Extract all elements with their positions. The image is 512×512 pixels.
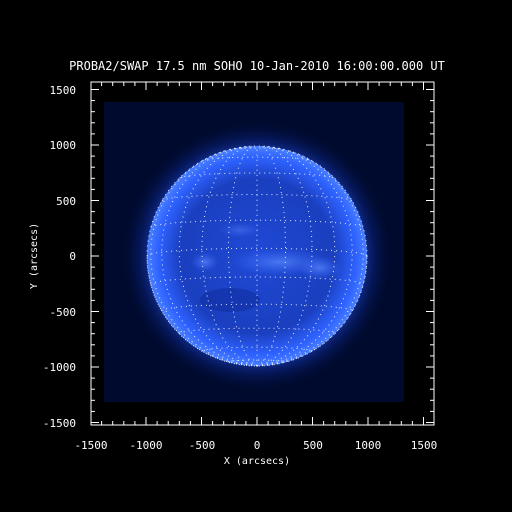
x-tick-label: 0 <box>254 439 261 452</box>
coronal-hole <box>200 288 260 312</box>
y-axis-label: Y (arcsecs) <box>29 223 40 289</box>
bright-patch-west <box>298 256 342 280</box>
x-tick-label: -1500 <box>74 439 107 452</box>
y-tick-label: 500 <box>56 195 76 208</box>
plot-title: PROBA2/SWAP 17.5 nm SOHO 10-Jan-2010 16:… <box>69 59 445 73</box>
x-axis-label: X (arcsecs) <box>224 456 290 467</box>
solar-limb <box>146 145 368 367</box>
latitude-line <box>178 327 336 334</box>
longitude-line <box>178 145 258 367</box>
y-tick-label: 0 <box>69 250 76 263</box>
x-tick-label: 1000 <box>355 439 382 452</box>
axis-ticks <box>91 82 434 425</box>
longitude-line <box>256 146 353 367</box>
latitude-line <box>150 276 364 285</box>
x-tick-label: 500 <box>303 439 323 452</box>
bright-patch-east <box>191 252 219 272</box>
y-tick-label: -1500 <box>43 417 76 430</box>
longitude-line <box>256 149 364 367</box>
y-tick-label: -1000 <box>43 361 76 374</box>
heliographic-grid <box>146 145 368 367</box>
latitude-line <box>146 247 368 257</box>
plot-frame <box>90 81 435 426</box>
x-tick-label: 1500 <box>411 439 438 452</box>
bright-patch-north <box>218 222 262 238</box>
y-tick-label: -500 <box>50 306 77 319</box>
longitude-line <box>256 145 336 367</box>
longitude-line <box>161 146 258 367</box>
latitude-line <box>229 147 285 150</box>
solar-image <box>91 82 434 425</box>
longitude-line <box>150 149 258 367</box>
y-tick-label: 1500 <box>50 84 77 97</box>
x-tick-label: -1000 <box>129 439 162 452</box>
x-tick-label: -500 <box>189 439 216 452</box>
latitude-line <box>161 194 353 202</box>
y-tick-labels: -1500 -1000 -500 0 500 1000 1500 <box>43 84 76 430</box>
x-tick-labels: -1500 -1000 -500 0 500 1000 1500 <box>74 439 437 452</box>
latitude-line <box>201 346 313 352</box>
y-tick-label: 1000 <box>50 139 77 152</box>
